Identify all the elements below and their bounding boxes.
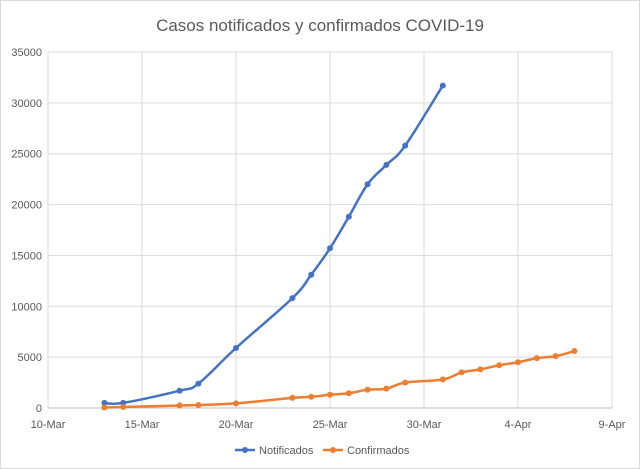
data-point xyxy=(289,394,296,401)
series-line xyxy=(103,349,576,409)
data-point xyxy=(552,353,559,360)
y-tick-label: 15000 xyxy=(11,250,42,262)
x-tick-label: 30-Mar xyxy=(407,419,442,431)
x-tick-label: 10-Mar xyxy=(31,419,66,431)
legend-entry: Confirmados xyxy=(323,445,410,457)
data-point xyxy=(120,403,127,410)
data-point xyxy=(383,385,390,392)
data-point xyxy=(383,161,390,168)
y-tick-label: 20000 xyxy=(11,200,42,212)
data-point xyxy=(364,181,371,188)
y-tick-label: 10000 xyxy=(11,301,42,313)
data-point xyxy=(327,245,333,252)
gridlines xyxy=(47,51,613,409)
y-tick-label: 5000 xyxy=(18,352,42,364)
data-point xyxy=(308,271,315,278)
series-notificados xyxy=(101,82,446,406)
legend-swatch-marker xyxy=(242,447,248,453)
data-point xyxy=(289,295,296,302)
y-axis-ticks: 0 5000 10000 15000 20000 25000 30000 35000 xyxy=(11,47,42,415)
data-point xyxy=(345,390,352,397)
data-point xyxy=(477,366,484,373)
data-point xyxy=(176,387,183,394)
data-point xyxy=(533,355,540,362)
data-point xyxy=(439,376,446,383)
data-point xyxy=(308,393,315,400)
data-point xyxy=(195,401,202,408)
legend-entry: Notificados xyxy=(235,445,314,457)
data-point xyxy=(515,359,521,366)
y-tick-label: 30000 xyxy=(11,98,42,110)
data-point xyxy=(233,344,239,351)
x-tick-label: 4-Apr xyxy=(505,419,532,431)
legend-label: Notificados xyxy=(259,445,314,457)
y-tick-label: 0 xyxy=(36,403,42,415)
data-point xyxy=(345,213,352,220)
data-point xyxy=(439,82,446,89)
legend-label: Confirmados xyxy=(347,445,410,457)
data-point xyxy=(496,362,503,369)
legend: Notificados Confirmados xyxy=(235,445,410,457)
x-axis-ticks: 10-Mar 15-Mar 20-Mar 25-Mar 30-Mar 4-Apr 9-Apr xyxy=(31,419,626,431)
legend-swatch-marker xyxy=(330,447,336,453)
data-point xyxy=(458,369,465,376)
data-point xyxy=(233,400,239,407)
x-tick-label: 25-Mar xyxy=(313,419,348,431)
y-tick-label: 35000 xyxy=(11,47,42,59)
series-layer xyxy=(101,82,578,411)
y-tick-label: 25000 xyxy=(11,149,42,161)
data-point xyxy=(364,386,371,393)
data-point xyxy=(195,380,202,387)
data-point xyxy=(101,399,108,406)
data-point xyxy=(327,391,333,398)
data-point xyxy=(101,404,108,411)
data-point xyxy=(176,402,183,409)
data-point xyxy=(571,348,578,355)
x-tick-label: 15-Mar xyxy=(125,419,160,431)
data-point xyxy=(402,142,409,149)
series-line xyxy=(103,84,445,406)
x-tick-label: 20-Mar xyxy=(219,419,254,431)
series-confirmados xyxy=(101,348,578,411)
chart-title: Casos notificados y confirmados COVID-19 xyxy=(156,16,484,35)
data-point xyxy=(402,379,409,386)
x-tick-label: 9-Apr xyxy=(599,419,626,431)
